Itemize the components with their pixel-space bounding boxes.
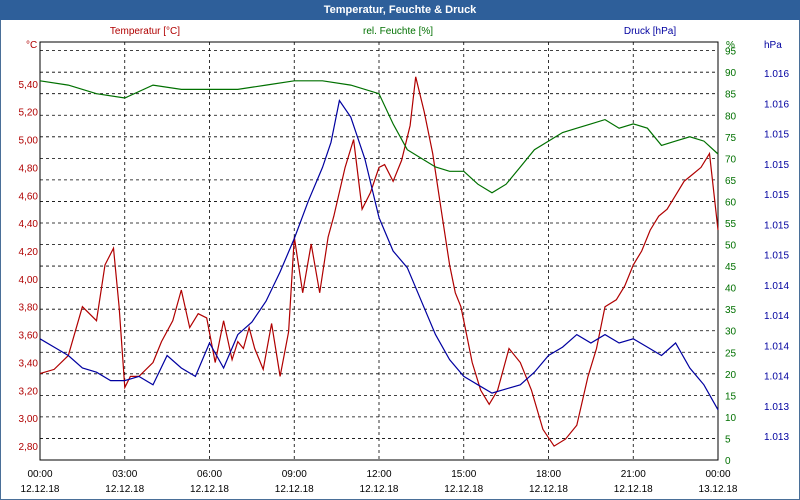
x-tick-label-time: 00:00: [27, 469, 52, 480]
y-tick-label-pressure: 1.015: [764, 190, 789, 201]
y-tick-label-temperature: 2,80: [19, 442, 39, 453]
y-tick-label-temperature: 4,60: [19, 191, 39, 202]
y-tick-label-temperature: 3,60: [19, 331, 39, 342]
x-tick-label-date: 12.12.18: [614, 484, 653, 495]
y-axis-label-temperature: Temperatur [°C]: [110, 26, 180, 37]
chart-series: [39, 76, 719, 447]
y-tick-label-humidity: 45: [725, 262, 737, 273]
x-tick-label-date: 12.12.18: [21, 484, 60, 495]
chart-grid: [39, 41, 719, 461]
y-tick-label-humidity: 70: [725, 154, 737, 165]
y-unit-pressure: hPa: [764, 40, 782, 51]
y-tick-label-temperature: 4,40: [19, 219, 39, 230]
y-tick-label-humidity: 30: [725, 327, 737, 338]
y-tick-label-humidity: 75: [725, 133, 737, 144]
y-tick-label-humidity: 80: [725, 111, 737, 122]
y-tick-label-pressure: 1.015: [764, 160, 789, 171]
y-tick-label-pressure: 1.014: [764, 281, 789, 292]
series-line-pressure: [39, 98, 719, 411]
y-tick-label-pressure: 1.013: [764, 402, 789, 413]
y-tick-label-pressure: 1.015: [764, 220, 789, 231]
x-tick-label-date: 13.12.18: [699, 484, 738, 495]
series-line-humidity: [39, 80, 719, 194]
y-tick-label-humidity: 15: [725, 391, 737, 402]
x-tick-label-time: 03:00: [112, 469, 137, 480]
y-tick-label-humidity: 20: [725, 370, 737, 381]
y-tick-label-temperature: 4,20: [19, 247, 39, 258]
y-tick-label-humidity: 10: [725, 413, 737, 424]
x-tick-label-time: 18:00: [536, 469, 561, 480]
y-tick-label-humidity: 90: [725, 68, 737, 79]
y-tick-label-temperature: 5,40: [19, 80, 39, 91]
y-tick-label-pressure: 1.014: [764, 341, 789, 352]
x-tick-label-date: 12.12.18: [360, 484, 399, 495]
y-tick-label-pressure: 1.013: [764, 432, 789, 443]
x-tick-label-date: 12.12.18: [275, 484, 314, 495]
y-tick-label-temperature: 3,40: [19, 358, 39, 369]
chart-axes: 00:00 12.12.18 03:00 12.12.18 06:00 12.12.18 0…: [19, 47, 790, 495]
y-tick-label-humidity: 85: [725, 90, 737, 101]
y-tick-label-humidity: 25: [725, 348, 737, 359]
x-tick-label-date: 12.12.18: [444, 484, 483, 495]
window-title: Temperatur, Feuchte & Druck: [0, 0, 800, 20]
y-tick-label-temperature: 3,20: [19, 386, 39, 397]
x-tick-label-time: 12:00: [366, 469, 391, 480]
series-line-temperature: [39, 76, 719, 447]
y-tick-label-pressure: 1.014: [764, 372, 789, 383]
y-tick-label-humidity: 50: [725, 241, 737, 252]
y-tick-label-pressure: 1.014: [764, 311, 789, 322]
y-tick-label-humidity: 40: [725, 284, 737, 295]
y-tick-label-humidity: 5: [725, 434, 731, 445]
y-tick-label-temperature: 5,00: [19, 136, 39, 147]
y-tick-label-temperature: 4,80: [19, 163, 39, 174]
y-tick-label-humidity: 55: [725, 219, 737, 230]
y-tick-label-humidity: 35: [725, 305, 737, 316]
y-tick-label-pressure: 1.016: [764, 99, 789, 110]
y-axis-label-humidity: rel. Feuchte [%]: [363, 26, 433, 37]
y-tick-label-pressure: 1.015: [764, 251, 789, 262]
y-unit-temperature: °C: [26, 40, 37, 51]
x-tick-label-time: 15:00: [451, 469, 476, 480]
y-unit-humidity: %: [726, 40, 735, 51]
y-tick-label-humidity: 0: [725, 456, 731, 467]
x-tick-label-time: 00:00: [705, 469, 730, 480]
x-tick-label-date: 12.12.18: [529, 484, 568, 495]
y-tick-label-temperature: 5,20: [19, 108, 39, 119]
y-tick-label-temperature: 4,00: [19, 275, 39, 286]
y-tick-label-temperature: 3,80: [19, 303, 39, 314]
y-tick-label-temperature: 3,00: [19, 414, 39, 425]
y-tick-label-pressure: 1.015: [764, 130, 789, 141]
x-tick-label-time: 21:00: [621, 469, 646, 480]
y-tick-label-humidity: 60: [725, 197, 737, 208]
x-tick-label-date: 12.12.18: [190, 484, 229, 495]
x-tick-label-time: 09:00: [282, 469, 307, 480]
y-tick-label-humidity: 95: [725, 47, 737, 58]
y-tick-label-humidity: 65: [725, 176, 737, 187]
x-tick-label-time: 06:00: [197, 469, 222, 480]
y-axis-label-pressure: Druck [hPa]: [624, 26, 676, 37]
x-tick-label-date: 12.12.18: [105, 484, 144, 495]
y-tick-label-pressure: 1.016: [764, 69, 789, 80]
